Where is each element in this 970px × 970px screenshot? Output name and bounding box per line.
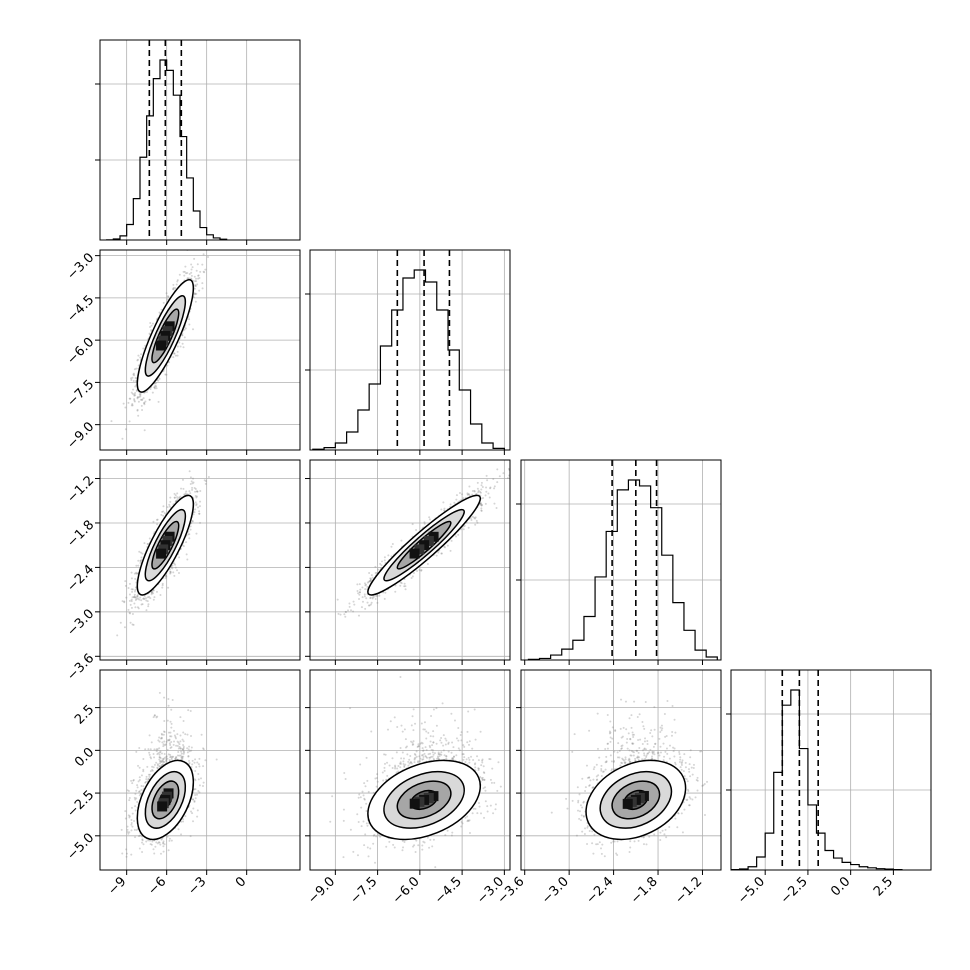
y-tick-label: −3.0: [64, 607, 97, 640]
y-tick-label: −3.6: [64, 651, 97, 684]
panel-frame: [99, 249, 301, 451]
x-tick-label: −5.0: [735, 874, 768, 907]
density-bin: [409, 798, 420, 809]
scatter-panel-3-2: [521, 670, 721, 870]
scatter-panel-2-1: [310, 460, 510, 660]
panel-frame: [309, 249, 511, 451]
density-bin: [156, 340, 167, 351]
panel-frame: [99, 669, 301, 871]
histogram-step: [106, 59, 228, 240]
x-tick-label: −3: [185, 874, 209, 898]
y-tick-label: −7.5: [64, 377, 97, 410]
x-tick-label: 0: [233, 874, 249, 890]
histogram-panel-3: [731, 670, 931, 870]
scatter-panel-3-0: [100, 670, 300, 870]
x-tick-label: 2.5: [871, 874, 896, 899]
x-tick-label: −9: [105, 874, 129, 898]
x-tick-label: −2.5: [778, 874, 811, 907]
y-tick-label: −1.2: [64, 473, 97, 506]
x-tick-label: −6.0: [390, 874, 423, 907]
x-tick-label: −6: [145, 874, 169, 898]
y-tick-label: 0.0: [72, 745, 97, 770]
panel-frame: [99, 39, 301, 241]
x-tick-label: −3.0: [539, 874, 572, 907]
density-bin: [156, 548, 167, 559]
y-tick-label: 2.5: [72, 702, 97, 727]
histogram-step: [527, 479, 718, 660]
x-tick-label: −9.0: [305, 874, 338, 907]
panel-frame: [309, 459, 511, 661]
histogram-panel-0: [100, 40, 300, 240]
density-bin: [622, 798, 633, 809]
panel-frame: [309, 669, 511, 871]
histogram-step: [731, 689, 903, 870]
y-tick-label: −5.0: [64, 831, 97, 864]
histogram-panel-1: [310, 250, 510, 450]
y-tick-label: −2.5: [64, 788, 97, 821]
histogram-step: [312, 269, 505, 450]
x-tick-label: −2.4: [583, 874, 616, 907]
scatter-panel-2-0: [100, 460, 300, 660]
y-tick-label: −2.4: [64, 562, 97, 595]
y-tick-label: −9.0: [64, 419, 97, 452]
scatter-panel-1-0: [100, 250, 300, 450]
y-tick-label: −6.0: [64, 335, 97, 368]
x-tick-label: −7.5: [347, 874, 380, 907]
x-tick-label: 0.0: [828, 874, 853, 899]
y-tick-label: −1.8: [64, 518, 97, 551]
y-tick-label: −4.5: [64, 293, 97, 326]
panel-frame: [520, 459, 722, 661]
histogram-panel-2: [521, 460, 721, 660]
x-tick-label: −4.5: [432, 874, 465, 907]
density-bin: [409, 548, 420, 559]
y-tick-label: −3.0: [64, 250, 97, 283]
panel-frame: [520, 669, 722, 871]
x-tick-label: −1.2: [672, 874, 705, 907]
panel-frame: [730, 669, 932, 871]
x-tick-label: −1.8: [628, 874, 661, 907]
panel-frame: [99, 459, 301, 661]
density-bin: [157, 801, 168, 812]
scatter-panel-3-1: [310, 670, 510, 870]
